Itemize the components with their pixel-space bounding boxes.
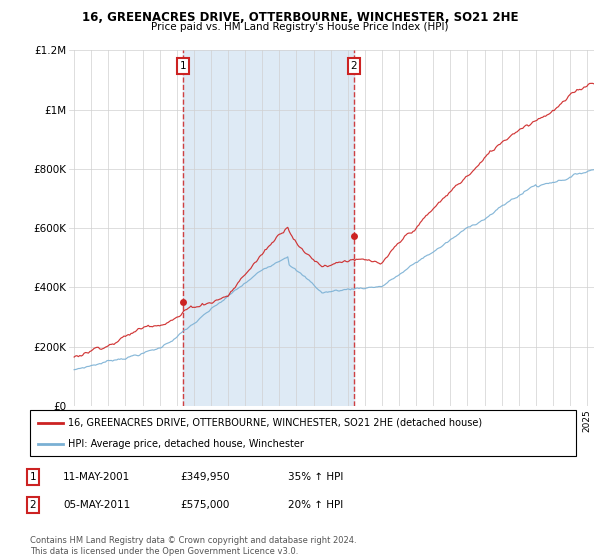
Text: £575,000: £575,000 xyxy=(180,500,229,510)
Text: HPI: Average price, detached house, Winchester: HPI: Average price, detached house, Winc… xyxy=(68,439,304,449)
Text: Price paid vs. HM Land Registry's House Price Index (HPI): Price paid vs. HM Land Registry's House … xyxy=(151,22,449,32)
Bar xyxy=(183,50,354,406)
Text: Contains HM Land Registry data © Crown copyright and database right 2024.
This d: Contains HM Land Registry data © Crown c… xyxy=(30,536,356,556)
Text: 11-MAY-2001: 11-MAY-2001 xyxy=(63,472,130,482)
Text: 16, GREENACRES DRIVE, OTTERBOURNE, WINCHESTER, SO21 2HE: 16, GREENACRES DRIVE, OTTERBOURNE, WINCH… xyxy=(82,11,518,24)
Text: 2: 2 xyxy=(350,61,357,71)
Text: 1: 1 xyxy=(180,61,187,71)
Text: 16, GREENACRES DRIVE, OTTERBOURNE, WINCHESTER, SO21 2HE (detached house): 16, GREENACRES DRIVE, OTTERBOURNE, WINCH… xyxy=(68,418,482,428)
Text: 05-MAY-2011: 05-MAY-2011 xyxy=(63,500,130,510)
Text: 1: 1 xyxy=(29,472,37,482)
Text: £349,950: £349,950 xyxy=(180,472,230,482)
Text: 2: 2 xyxy=(29,500,37,510)
Text: 20% ↑ HPI: 20% ↑ HPI xyxy=(288,500,343,510)
Text: 35% ↑ HPI: 35% ↑ HPI xyxy=(288,472,343,482)
